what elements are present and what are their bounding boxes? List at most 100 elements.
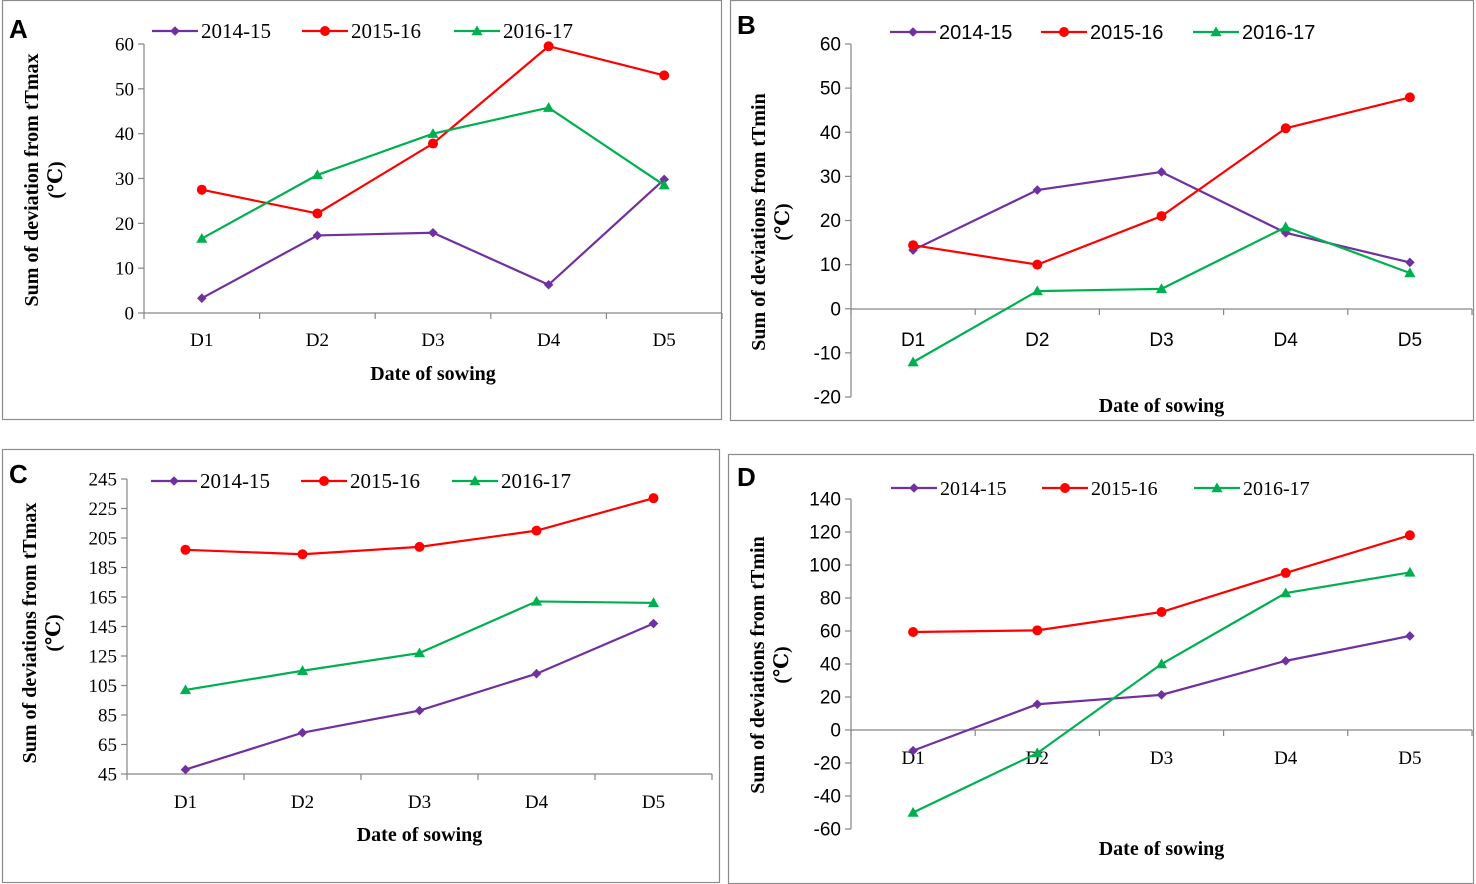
data-point-2014-15 bbox=[414, 705, 425, 716]
data-point-2015-16 bbox=[1032, 625, 1043, 636]
legend-label: 2016-17 bbox=[1243, 478, 1310, 500]
data-point-2015-16 bbox=[543, 41, 554, 52]
data-point-2014-15 bbox=[180, 764, 191, 775]
data-point-2015-16 bbox=[1280, 123, 1291, 134]
y-tick-label: 50 bbox=[115, 79, 134, 100]
series-2016-17 bbox=[907, 221, 1416, 367]
x-axis-label: Date of sowing bbox=[357, 824, 483, 846]
data-point-2014-15 bbox=[1156, 690, 1167, 700]
data-point-2015-16 bbox=[414, 541, 425, 552]
data-point-2014-15 bbox=[197, 293, 207, 304]
x-tick-label: D3 bbox=[421, 330, 444, 351]
data-point-2016-17 bbox=[1031, 285, 1043, 296]
chart-panel-a: A 0 10 20 30 40 50 60 D1 D2 D3 D4 D5 Date of sowing Su… bbox=[1, 0, 723, 421]
data-point-2014-15 bbox=[648, 618, 659, 629]
chart-panel-c: C 45 65 85 105 125 145 165 185 205 225 245 D1 D2 D3 D4 D… bbox=[1, 448, 721, 884]
y-axis-label: (℃) bbox=[43, 614, 65, 651]
panel-frame bbox=[729, 0, 1475, 422]
y-tick-label: 0 bbox=[830, 299, 841, 320]
y-tick-label: 205 bbox=[89, 529, 118, 550]
y-tick-label: 45 bbox=[98, 765, 117, 786]
series-2014-15 bbox=[908, 631, 1415, 756]
x-tick-label: D3 bbox=[1149, 330, 1173, 351]
series-line bbox=[913, 534, 1411, 634]
x-tick-label: D2 bbox=[291, 792, 314, 813]
data-point-2014-15 bbox=[1405, 257, 1415, 268]
legend-item-2014-15: 2014-15 bbox=[891, 478, 1007, 500]
data-point-2015-16 bbox=[1032, 259, 1043, 270]
data-point-2014-15 bbox=[659, 174, 669, 185]
y-tick-label: 125 bbox=[89, 647, 118, 668]
y-tick-label: 165 bbox=[89, 588, 118, 609]
legend-marker bbox=[319, 476, 329, 486]
x-tick-label: D2 bbox=[306, 330, 329, 351]
series-2014-15 bbox=[197, 174, 669, 304]
x-tick-label: D4 bbox=[537, 330, 561, 351]
data-point-2016-17 bbox=[413, 647, 426, 658]
legend-label: 2015-16 bbox=[350, 469, 420, 493]
chart-panel-d: D -60 -40 -20 0 20 40 60 80 100 120 140 D1 D2 D3 D4 D5 Da… bbox=[727, 453, 1475, 884]
data-point-2014-15 bbox=[1032, 699, 1043, 710]
data-point-2015-16 bbox=[1280, 567, 1291, 578]
data-point-2016-17 bbox=[427, 128, 439, 138]
data-point-2014-15 bbox=[543, 279, 554, 290]
chart-panel-b: B -20 -10 0 10 20 30 40 50 60 D1 D2 D3 D4 D5 Date of so… bbox=[729, 0, 1475, 422]
panel-letter: A bbox=[9, 14, 28, 44]
x-axis-label: Date of sowing bbox=[1099, 395, 1225, 417]
y-tick-label: 60 bbox=[115, 35, 134, 56]
y-tick-label: -40 bbox=[814, 787, 841, 808]
y-tick-label: 30 bbox=[820, 167, 841, 188]
data-point-2016-17 bbox=[1155, 283, 1168, 294]
legend-item-2016-17: 2016-17 bbox=[1194, 478, 1310, 500]
y-tick-label: 245 bbox=[89, 470, 118, 491]
data-point-2015-16 bbox=[312, 208, 323, 219]
y-tick-label: 10 bbox=[820, 255, 841, 276]
legend-item-2016-17: 2016-17 bbox=[452, 469, 571, 493]
data-point-2016-17 bbox=[907, 806, 919, 817]
data-point-2014-15 bbox=[312, 230, 323, 241]
legend-label: 2016-17 bbox=[501, 469, 571, 493]
data-point-2016-17 bbox=[1280, 221, 1292, 232]
data-point-2015-16 bbox=[648, 493, 659, 504]
legend-label: 2014-15 bbox=[201, 19, 271, 43]
series-2016-17 bbox=[179, 595, 660, 695]
data-point-2015-16 bbox=[297, 549, 308, 560]
y-tick-label: 65 bbox=[98, 735, 117, 756]
panel-letter: C bbox=[9, 459, 28, 489]
y-tick-label: 0 bbox=[830, 721, 841, 742]
x-tick-label: D4 bbox=[525, 792, 549, 813]
legend-marker bbox=[1060, 483, 1070, 493]
x-tick-label: D4 bbox=[1274, 330, 1299, 351]
data-point-2015-16 bbox=[1404, 530, 1415, 541]
legend-item-2015-16: 2015-16 bbox=[302, 19, 421, 43]
series-2015-16 bbox=[180, 493, 659, 560]
data-point-2015-16 bbox=[428, 138, 438, 149]
data-point-2015-16 bbox=[531, 525, 542, 536]
series-line bbox=[912, 96, 1411, 266]
y-axis-label: (℃) bbox=[45, 161, 67, 198]
x-tick-label: D3 bbox=[408, 792, 431, 813]
data-point-2016-17 bbox=[179, 684, 192, 695]
legend-marker bbox=[471, 25, 483, 36]
panel-letter: B bbox=[737, 10, 756, 40]
legend-item-2015-16: 2015-16 bbox=[1041, 22, 1163, 44]
data-point-2016-17 bbox=[647, 597, 660, 608]
legend-item-2015-16: 2015-16 bbox=[301, 469, 420, 493]
y-tick-label: 105 bbox=[89, 676, 118, 697]
data-point-2016-17 bbox=[1404, 267, 1416, 278]
y-tick-label: 40 bbox=[115, 124, 134, 145]
legend-marker bbox=[320, 26, 330, 36]
data-point-2016-17 bbox=[311, 169, 323, 180]
x-axis-label: Date of sowing bbox=[1099, 838, 1225, 860]
legend-marker bbox=[908, 27, 918, 37]
series-line bbox=[201, 178, 665, 300]
data-point-2014-15 bbox=[1156, 167, 1167, 177]
x-tick-label: D1 bbox=[901, 748, 924, 769]
data-point-2014-15 bbox=[531, 668, 542, 679]
data-point-2014-15 bbox=[297, 727, 308, 738]
series-2015-16 bbox=[908, 92, 1415, 270]
legend: 2014-15 2015-16 2016-17 bbox=[152, 19, 573, 43]
data-point-2014-15 bbox=[1032, 185, 1043, 195]
legend-label: 2014-15 bbox=[200, 469, 270, 493]
